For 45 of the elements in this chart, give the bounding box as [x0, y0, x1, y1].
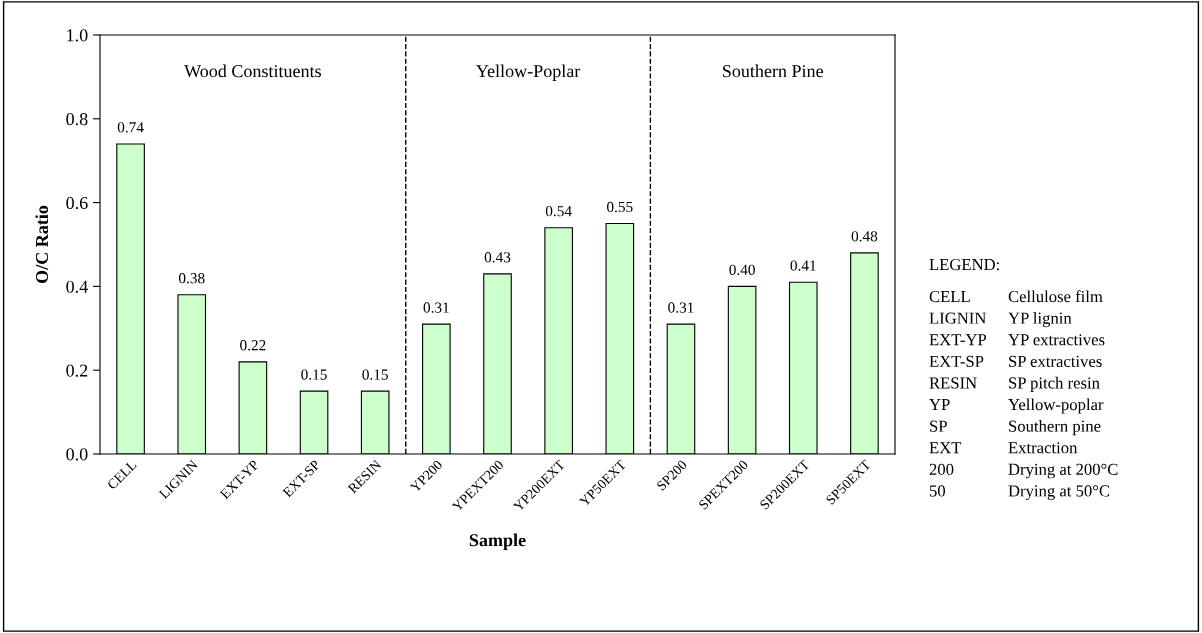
text: Extraction — [1008, 442, 1078, 454]
data-label: 0.15 — [301, 369, 327, 380]
text: Cellulose film — [1008, 290, 1103, 303]
data-label: 0.31 — [423, 302, 449, 313]
text: SP extractives — [1009, 355, 1102, 367]
text: 200 — [929, 463, 954, 475]
text: Yellow-poplar — [1008, 398, 1104, 414]
data-label: 0.55 — [607, 201, 633, 213]
text: LIGNIN — [929, 312, 987, 324]
text: LEGEND: — [929, 258, 999, 271]
y-tick-label: 0.0 — [66, 448, 88, 461]
data-label: 0.74 — [117, 122, 144, 133]
text: RESIN — [929, 377, 977, 389]
data-label: 0.41 — [790, 260, 816, 271]
y-tick-label: 0.8 — [66, 113, 88, 126]
data-label: 0.40 — [729, 264, 755, 276]
text: Drying at 50°C — [1008, 485, 1110, 500]
y-tick-label: 1.0 — [67, 29, 88, 42]
text: YP lignin — [1008, 312, 1072, 328]
y-tick-label: 0.2 — [66, 364, 88, 377]
text: EXT-YP — [929, 334, 987, 346]
text: SP pitch resin — [1009, 376, 1100, 392]
y-tick-label: 0.6 — [66, 196, 88, 210]
annotation: Wood Constituents — [184, 64, 321, 78]
text: EXT — [929, 442, 962, 454]
text: YP — [929, 399, 950, 411]
text: YP extractives — [1008, 334, 1105, 346]
y-tick-label: 0.4 — [66, 280, 88, 293]
annotation: Yellow-Poplar — [476, 64, 581, 81]
text: Southern pine — [1009, 420, 1101, 436]
data-label: 0.48 — [851, 231, 878, 242]
text: EXT-SP — [929, 355, 984, 367]
annotation: Southern Pine — [723, 64, 823, 78]
x-axis-title: Sample — [469, 533, 526, 550]
data-label: 0.22 — [240, 340, 266, 351]
text: Drying at 200°C — [1008, 463, 1118, 479]
data-label: 0.38 — [178, 273, 205, 284]
text: CELL — [929, 290, 970, 303]
data-label: 0.43 — [484, 252, 511, 263]
text: SP — [930, 420, 947, 432]
text: 50 — [929, 485, 946, 497]
data-label: 0.54 — [545, 205, 572, 217]
y-axis-title: O/C Ratio — [35, 205, 49, 283]
data-label: 0.31 — [668, 302, 694, 313]
data-label: 0.15 — [362, 369, 388, 380]
